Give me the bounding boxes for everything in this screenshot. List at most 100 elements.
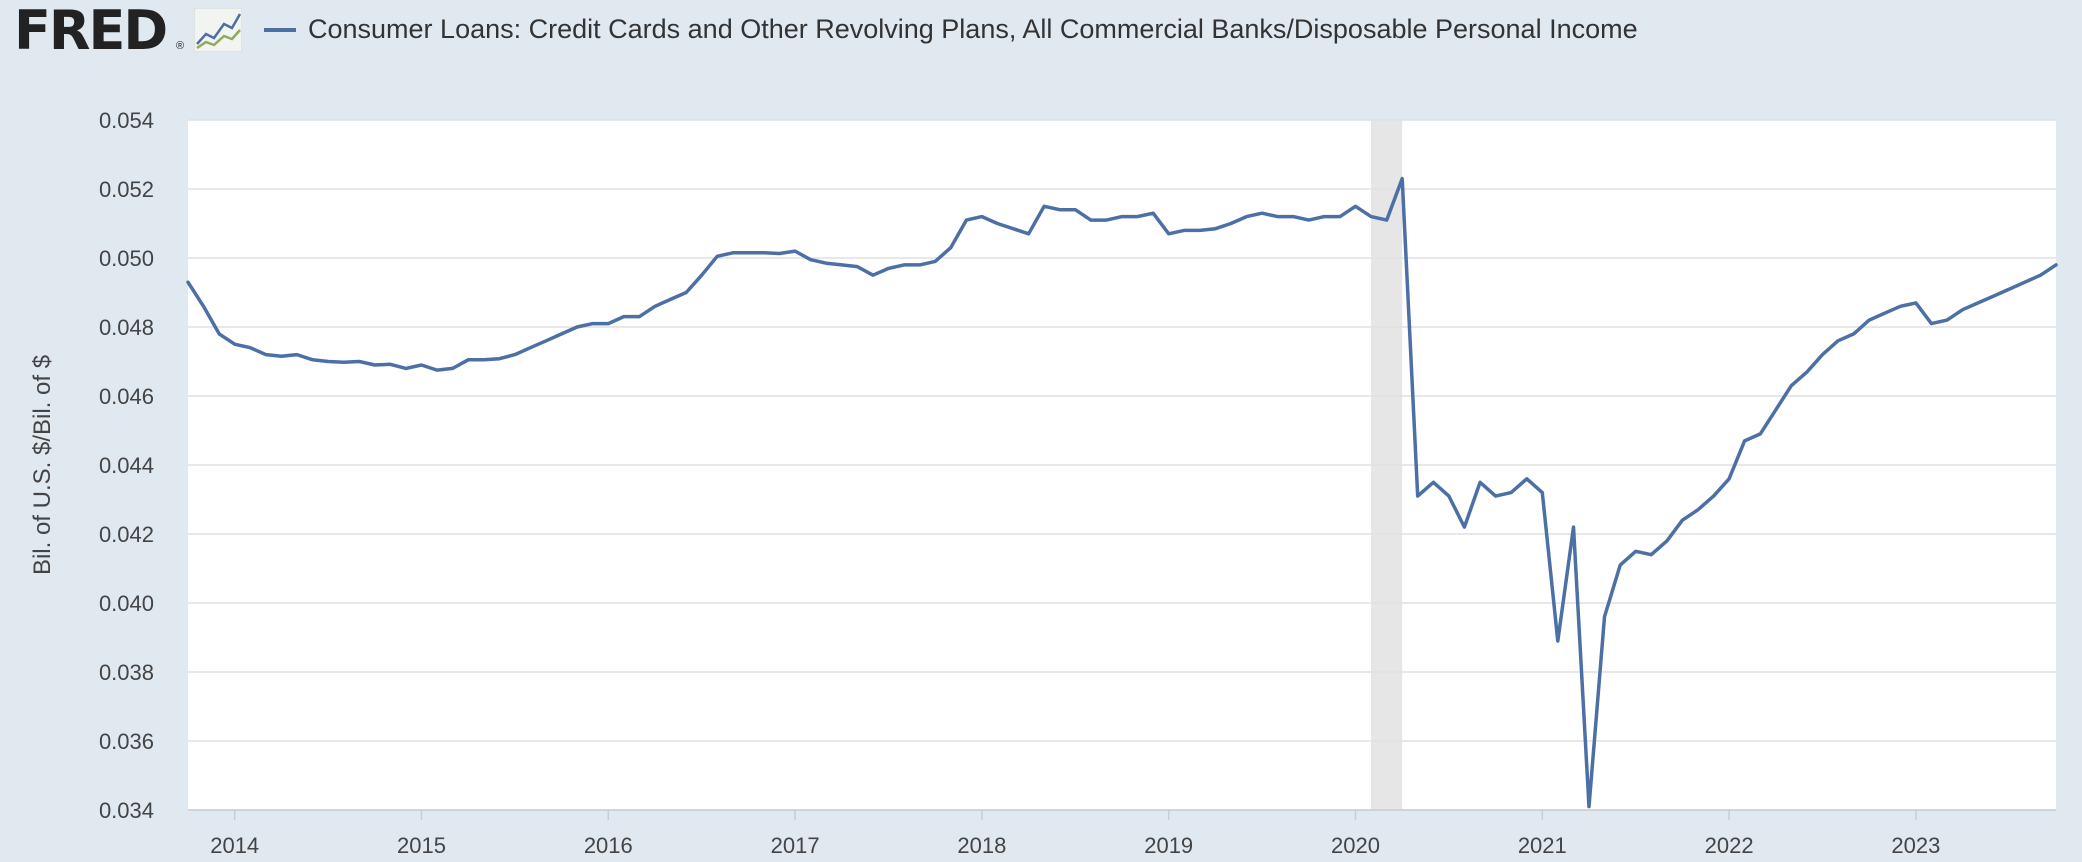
data-point[interactable]	[1458, 521, 1470, 533]
data-point[interactable]	[1272, 211, 1284, 223]
data-point[interactable]	[338, 356, 350, 368]
data-point[interactable]	[1101, 214, 1113, 226]
data-point[interactable]	[509, 349, 521, 361]
data-point[interactable]	[2019, 276, 2031, 288]
data-point[interactable]	[976, 211, 988, 223]
data-point[interactable]	[680, 287, 692, 299]
data-point[interactable]	[1241, 211, 1253, 223]
data-point[interactable]	[462, 354, 474, 366]
data-point[interactable]	[1427, 476, 1439, 488]
data-point[interactable]	[369, 359, 381, 371]
data-point[interactable]	[244, 342, 256, 354]
data-point[interactable]	[602, 318, 614, 330]
data-point[interactable]	[1412, 490, 1424, 502]
data-point[interactable]	[867, 269, 879, 281]
data-point[interactable]	[1381, 214, 1393, 226]
data-point[interactable]	[1178, 224, 1190, 236]
data-point[interactable]	[1163, 228, 1175, 240]
data-point[interactable]	[1941, 314, 1953, 326]
data-point[interactable]	[2035, 269, 2047, 281]
data-point[interactable]	[1209, 223, 1221, 235]
data-point[interactable]	[696, 269, 708, 281]
data-point[interactable]	[836, 259, 848, 271]
data-point[interactable]	[1863, 314, 1875, 326]
data-point[interactable]	[1630, 545, 1642, 557]
data-point[interactable]	[322, 356, 334, 368]
data-point[interactable]	[1739, 435, 1751, 447]
data-point[interactable]	[1785, 380, 1797, 392]
data-point[interactable]	[1069, 204, 1081, 216]
data-point[interactable]	[914, 259, 926, 271]
data-point[interactable]	[1116, 211, 1128, 223]
data-point[interactable]	[1894, 300, 1906, 312]
data-point[interactable]	[1443, 490, 1455, 502]
data-point[interactable]	[275, 350, 287, 362]
data-point[interactable]	[1879, 307, 1891, 319]
data-point[interactable]	[1708, 490, 1720, 502]
data-point[interactable]	[898, 259, 910, 271]
data-point[interactable]	[991, 218, 1003, 230]
data-point[interactable]	[1334, 211, 1346, 223]
data-point[interactable]	[307, 354, 319, 366]
data-point[interactable]	[1505, 487, 1517, 499]
data-point[interactable]	[571, 321, 583, 333]
data-point[interactable]	[1848, 328, 1860, 340]
data-point[interactable]	[1396, 173, 1408, 185]
data-point[interactable]	[2050, 259, 2062, 271]
data-point[interactable]	[1521, 473, 1533, 485]
data-point[interactable]	[1256, 207, 1268, 219]
data-point[interactable]	[1085, 214, 1097, 226]
data-point[interactable]	[1132, 211, 1144, 223]
data-point[interactable]	[182, 276, 194, 288]
data-point[interactable]	[213, 328, 225, 340]
data-point[interactable]	[1568, 521, 1580, 533]
data-point[interactable]	[1225, 218, 1237, 230]
data-point[interactable]	[1801, 366, 1813, 378]
data-point[interactable]	[400, 362, 412, 374]
data-point[interactable]	[758, 247, 770, 259]
data-point[interactable]	[1303, 214, 1315, 226]
data-point[interactable]	[618, 311, 630, 323]
series-line-0[interactable]	[186, 176, 2058, 809]
data-point[interactable]	[789, 245, 801, 257]
data-point[interactable]	[727, 247, 739, 259]
series-title[interactable]: Consumer Loans: Credit Cards and Other R…	[308, 14, 1638, 44]
data-point[interactable]	[1536, 487, 1548, 499]
data-point[interactable]	[1910, 297, 1922, 309]
data-point[interactable]	[1817, 349, 1829, 361]
data-point[interactable]	[1972, 297, 1984, 309]
data-point[interactable]	[1054, 204, 1066, 216]
data-point[interactable]	[540, 335, 552, 347]
data-point[interactable]	[587, 318, 599, 330]
data-point[interactable]	[883, 262, 895, 274]
data-point[interactable]	[1007, 223, 1019, 235]
data-point[interactable]	[929, 255, 941, 267]
data-point[interactable]	[1287, 211, 1299, 223]
data-point[interactable]	[1194, 224, 1206, 236]
data-point[interactable]	[1645, 549, 1657, 561]
data-point[interactable]	[1147, 207, 1159, 219]
data-point[interactable]	[1723, 473, 1735, 485]
data-point[interactable]	[1676, 514, 1688, 526]
data-point[interactable]	[416, 359, 428, 371]
data-point[interactable]	[1692, 504, 1704, 516]
data-point[interactable]	[198, 300, 210, 312]
data-point[interactable]	[1365, 211, 1377, 223]
data-point[interactable]	[260, 349, 272, 361]
data-point[interactable]	[1832, 335, 1844, 347]
data-point[interactable]	[1754, 428, 1766, 440]
data-point[interactable]	[960, 214, 972, 226]
data-point[interactable]	[384, 358, 396, 370]
data-point[interactable]	[1583, 801, 1595, 813]
data-point[interactable]	[665, 293, 677, 305]
data-point[interactable]	[1770, 404, 1782, 416]
data-point[interactable]	[431, 364, 443, 376]
data-point[interactable]	[1474, 476, 1486, 488]
data-point[interactable]	[1614, 559, 1626, 571]
data-point[interactable]	[447, 362, 459, 374]
data-point[interactable]	[524, 342, 536, 354]
fred-logo[interactable]: FRED	[14, 0, 168, 62]
data-point[interactable]	[1350, 200, 1362, 212]
data-point[interactable]	[1661, 535, 1673, 547]
data-point[interactable]	[649, 300, 661, 312]
